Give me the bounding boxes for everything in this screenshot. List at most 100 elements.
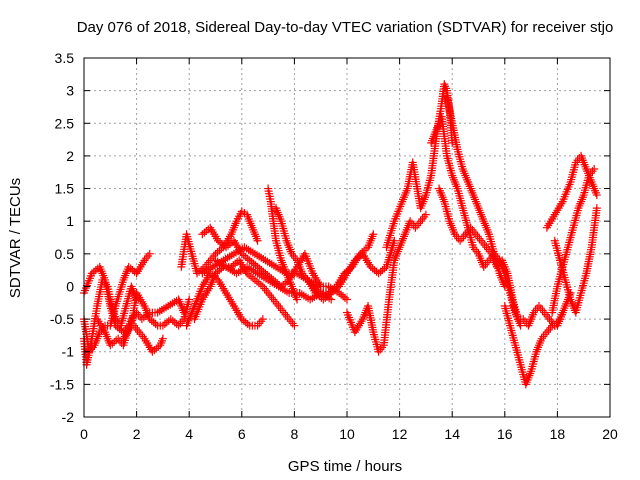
x-tick-label: 16 (497, 426, 513, 442)
x-tick-label: 6 (238, 426, 246, 442)
y-tick-label: 2.5 (55, 115, 75, 131)
y-tick-label: 0 (66, 278, 74, 294)
x-tick-label: 4 (185, 426, 193, 442)
data-point (411, 223, 420, 232)
data-point (542, 328, 551, 337)
data-point (592, 191, 601, 200)
y-tick-label: -0.5 (50, 311, 74, 327)
data-point (207, 254, 216, 263)
data-point (185, 295, 194, 304)
data-point (255, 319, 264, 328)
data-point (547, 317, 556, 326)
data-point (209, 251, 218, 260)
x-tick-label: 12 (392, 426, 408, 442)
data-point (544, 325, 553, 334)
y-tick-label: -2 (62, 409, 75, 425)
data-point (480, 241, 489, 250)
series-track-u (508, 288, 575, 330)
x-tick-label: 8 (291, 426, 299, 442)
series-track-s (442, 93, 525, 330)
data-point (281, 310, 290, 319)
x-tick-labels: 0 2 4 6 8 10 12 14 16 18 20 (80, 426, 618, 442)
data-point (158, 334, 167, 343)
y-tick-label: -1.5 (50, 376, 74, 392)
data-point (133, 325, 142, 334)
data-point (483, 258, 492, 267)
data-point (536, 304, 545, 313)
data-point (279, 308, 288, 317)
data-point (285, 315, 294, 324)
x-tick-label: 0 (80, 426, 88, 442)
data-point (541, 330, 550, 339)
series-track-c (80, 275, 141, 369)
data-point (272, 299, 281, 308)
series-track-e (119, 288, 194, 343)
data-point (534, 302, 543, 311)
data-point (418, 215, 427, 224)
data-point (143, 251, 152, 260)
data-point (473, 232, 482, 241)
data-point (136, 330, 145, 339)
data-point (416, 217, 425, 226)
data-point (341, 293, 350, 302)
x-tick-label: 10 (339, 426, 355, 442)
data-point (457, 234, 466, 243)
x-axis-label: GPS time / hours (288, 458, 402, 475)
series-track-j (198, 243, 351, 304)
data-point (151, 319, 160, 328)
y-tick-label: 1 (66, 213, 74, 229)
series-track-a (80, 262, 167, 356)
data-points (80, 80, 601, 389)
grid-lines (84, 58, 610, 417)
y-tick-labels: 3.5 3 2.5 2 1.5 1 0.5 0 -0.5 -1 -1.5 -2 (50, 50, 74, 425)
data-point (421, 210, 430, 219)
data-point (276, 304, 285, 313)
x-tick-label: 14 (444, 426, 460, 442)
series-track-x (550, 204, 601, 317)
data-point (478, 238, 487, 247)
data-point (420, 212, 429, 221)
y-tick-label: 1.5 (55, 181, 75, 197)
data-point (243, 319, 252, 328)
data-point (274, 302, 283, 311)
data-point (158, 336, 167, 345)
x-tick-label: 18 (550, 426, 566, 442)
chart-title: Day 076 of 2018, Sidereal Day-to-day VTE… (77, 19, 614, 36)
data-point (542, 310, 551, 319)
x-tick-label: 20 (602, 426, 618, 442)
data-point (477, 236, 486, 245)
data-point (459, 232, 468, 241)
series-track-l (264, 184, 302, 304)
data-point (257, 317, 266, 326)
y-tick-label: 3.5 (55, 50, 75, 66)
data-point (293, 295, 302, 304)
data-point (288, 319, 297, 328)
series-track-v (542, 151, 601, 232)
y-tick-label: 3 (66, 83, 74, 99)
series-track-q (427, 112, 509, 291)
data-point (262, 286, 271, 295)
data-point (475, 234, 484, 243)
y-tick-label: -1 (62, 344, 75, 360)
data-point (267, 293, 276, 302)
data-point (264, 288, 273, 297)
series-track-g (182, 269, 267, 330)
data-point (283, 312, 292, 321)
data-point (269, 295, 278, 304)
data-point (333, 284, 342, 293)
data-point (543, 312, 552, 321)
y-tick-label: 2 (66, 148, 74, 164)
data-point (343, 295, 351, 304)
data-point (538, 306, 547, 315)
data-point (278, 306, 287, 315)
data-point (176, 319, 185, 328)
data-point (253, 236, 262, 245)
data-point (413, 221, 422, 230)
data-point (592, 204, 601, 213)
series-track-n (303, 236, 399, 304)
data-point (260, 284, 269, 293)
data-point (540, 308, 549, 317)
data-point (414, 219, 423, 228)
data-point (265, 291, 274, 300)
